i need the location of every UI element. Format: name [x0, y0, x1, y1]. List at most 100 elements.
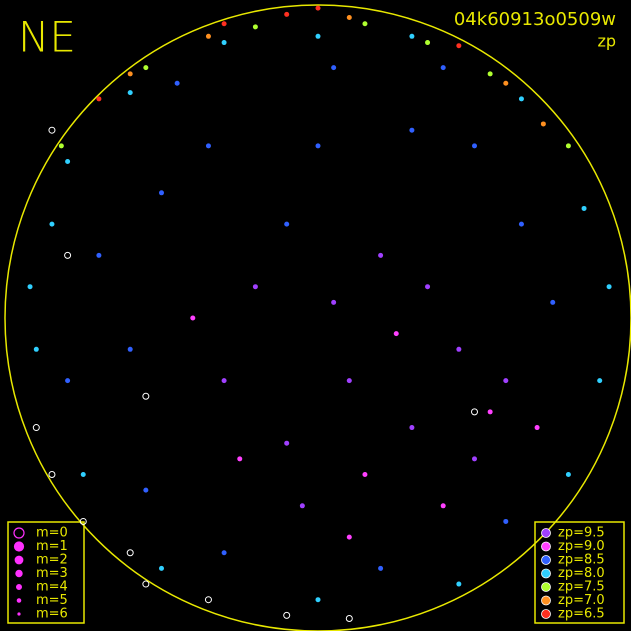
unmatched-star	[79, 517, 87, 525]
star	[346, 15, 352, 21]
star	[159, 190, 164, 196]
star	[581, 205, 587, 211]
star	[409, 425, 415, 431]
color-legend-symbol	[541, 582, 551, 592]
star	[315, 597, 321, 603]
color-legend-label: zp=7.5	[558, 580, 605, 595]
size-legend-symbol	[16, 598, 22, 603]
color-legend-symbol	[541, 609, 551, 619]
chart-subtitle: zp	[597, 32, 616, 51]
star	[487, 71, 493, 77]
star	[456, 43, 462, 49]
star	[127, 90, 133, 96]
star	[96, 96, 102, 102]
unmatched-star	[64, 251, 72, 259]
color-legend-box	[534, 521, 625, 624]
star	[518, 96, 524, 102]
star	[127, 71, 133, 77]
star	[221, 550, 227, 556]
size-legend-symbol	[13, 541, 25, 552]
size-legend-label: m=1	[36, 539, 68, 554]
star	[221, 40, 227, 46]
star	[362, 21, 368, 27]
size-legend-symbol	[16, 583, 23, 590]
size-legend-symbol	[13, 527, 25, 539]
star	[440, 503, 446, 509]
color-legend-label: zp=7.0	[558, 593, 605, 608]
color-legend-symbol	[541, 595, 551, 606]
star	[565, 143, 571, 149]
star	[503, 80, 509, 86]
color-legend-label: zp=9.5	[558, 526, 605, 541]
star	[346, 534, 352, 540]
star	[143, 487, 149, 493]
unmatched-star	[142, 392, 150, 400]
unmatched-star	[48, 471, 56, 478]
star	[58, 143, 64, 149]
star	[205, 143, 211, 149]
star	[315, 143, 321, 149]
star	[346, 378, 352, 384]
star	[159, 565, 164, 571]
star	[534, 425, 540, 431]
size-legend-label: m=0	[36, 526, 68, 541]
star	[606, 284, 612, 290]
star	[456, 581, 462, 587]
unmatched-star	[283, 611, 291, 619]
color-legend-symbol	[541, 528, 551, 538]
size-legend-box	[7, 521, 85, 624]
star	[221, 378, 227, 384]
star	[299, 503, 305, 509]
unmatched-star	[48, 126, 56, 134]
unmatched-star	[142, 580, 150, 588]
star	[425, 284, 431, 290]
star	[33, 346, 39, 352]
star	[456, 346, 462, 352]
color-legend-symbol	[541, 555, 551, 565]
star	[503, 518, 509, 524]
star	[252, 284, 258, 290]
star	[393, 331, 399, 337]
star	[597, 378, 603, 384]
color-legend-label: zp=6.5	[558, 607, 605, 622]
star	[472, 143, 477, 149]
size-legend-label: m=5	[36, 593, 68, 608]
unmatched-star	[126, 549, 134, 557]
size-legend-label: m=6	[36, 607, 68, 622]
star	[127, 346, 133, 352]
star	[362, 472, 368, 477]
star	[174, 80, 180, 86]
star	[315, 33, 321, 39]
star	[378, 252, 384, 258]
star	[409, 33, 415, 39]
star	[378, 565, 384, 571]
star	[284, 440, 290, 446]
star	[27, 284, 33, 290]
size-legend-symbol	[15, 569, 23, 578]
star	[284, 221, 290, 227]
star	[565, 472, 571, 477]
color-legend-label: zp=8.0	[558, 566, 605, 581]
star	[221, 21, 227, 27]
star	[440, 65, 446, 71]
star	[143, 65, 149, 71]
star	[472, 456, 477, 462]
unmatched-star	[32, 424, 40, 432]
star	[65, 378, 71, 384]
color-legend-label: zp=8.5	[558, 553, 605, 568]
star	[49, 221, 55, 227]
star	[80, 472, 86, 477]
color-legend-symbol	[541, 541, 551, 552]
size-legend-symbol	[14, 555, 24, 565]
star	[205, 33, 211, 39]
direction-label: NE	[18, 13, 76, 62]
chart-title: 04k60913o0509w	[454, 9, 616, 30]
star	[96, 252, 102, 258]
horizon-circle	[4, 4, 631, 631]
star	[409, 127, 415, 133]
star	[237, 456, 243, 462]
star	[550, 299, 556, 305]
color-legend-label: zp=9.0	[558, 539, 605, 554]
